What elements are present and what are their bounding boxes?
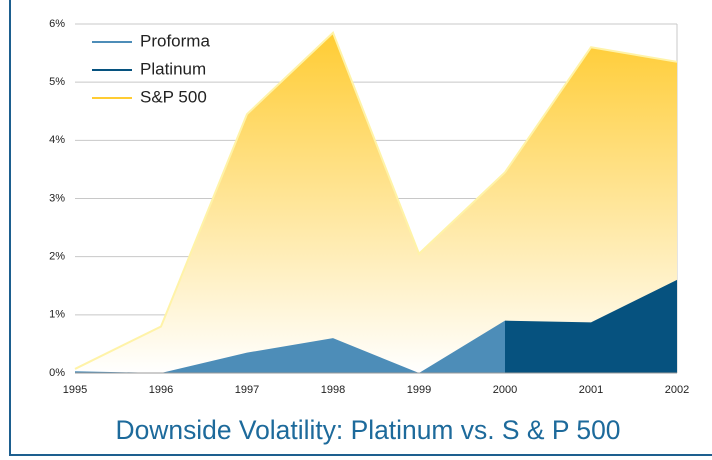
plot: 0% 1% 2% 3% 4% 5% 6% 1995 1996 1997 1998 1999 2000 20…	[49, 18, 689, 396]
chart-title: Downside Volatility: Platinum vs. S & P …	[116, 415, 621, 445]
frame	[9, 0, 712, 456]
y-tick-label: 6%	[49, 18, 65, 30]
y-tick-label: 4%	[49, 134, 65, 146]
y-tick-label: 0%	[49, 367, 65, 379]
area	[75, 32, 677, 373]
y-tick-label: 3%	[49, 192, 65, 204]
x-tick-label: 2000	[493, 384, 517, 396]
x-tick-label: 1999	[407, 384, 431, 396]
area	[75, 320, 505, 373]
x-tick-label: 2001	[579, 384, 603, 396]
y-tick-label: 2%	[49, 251, 65, 263]
legend-label: Platinum	[140, 59, 206, 78]
x-tick-label: 1996	[149, 384, 173, 396]
area	[505, 279, 677, 373]
x-tick-label: 1997	[235, 384, 259, 396]
y-tick-label: 5%	[49, 76, 65, 88]
x-tick-label: 2002	[665, 384, 689, 396]
x-tick-label: 1998	[321, 384, 345, 396]
area-edge	[74, 30, 678, 370]
x-tick-label: 1995	[63, 384, 87, 396]
y-tick-label: 1%	[49, 309, 65, 321]
legend-label: Proforma	[140, 31, 210, 50]
legend-label: S&P 500	[140, 87, 207, 106]
